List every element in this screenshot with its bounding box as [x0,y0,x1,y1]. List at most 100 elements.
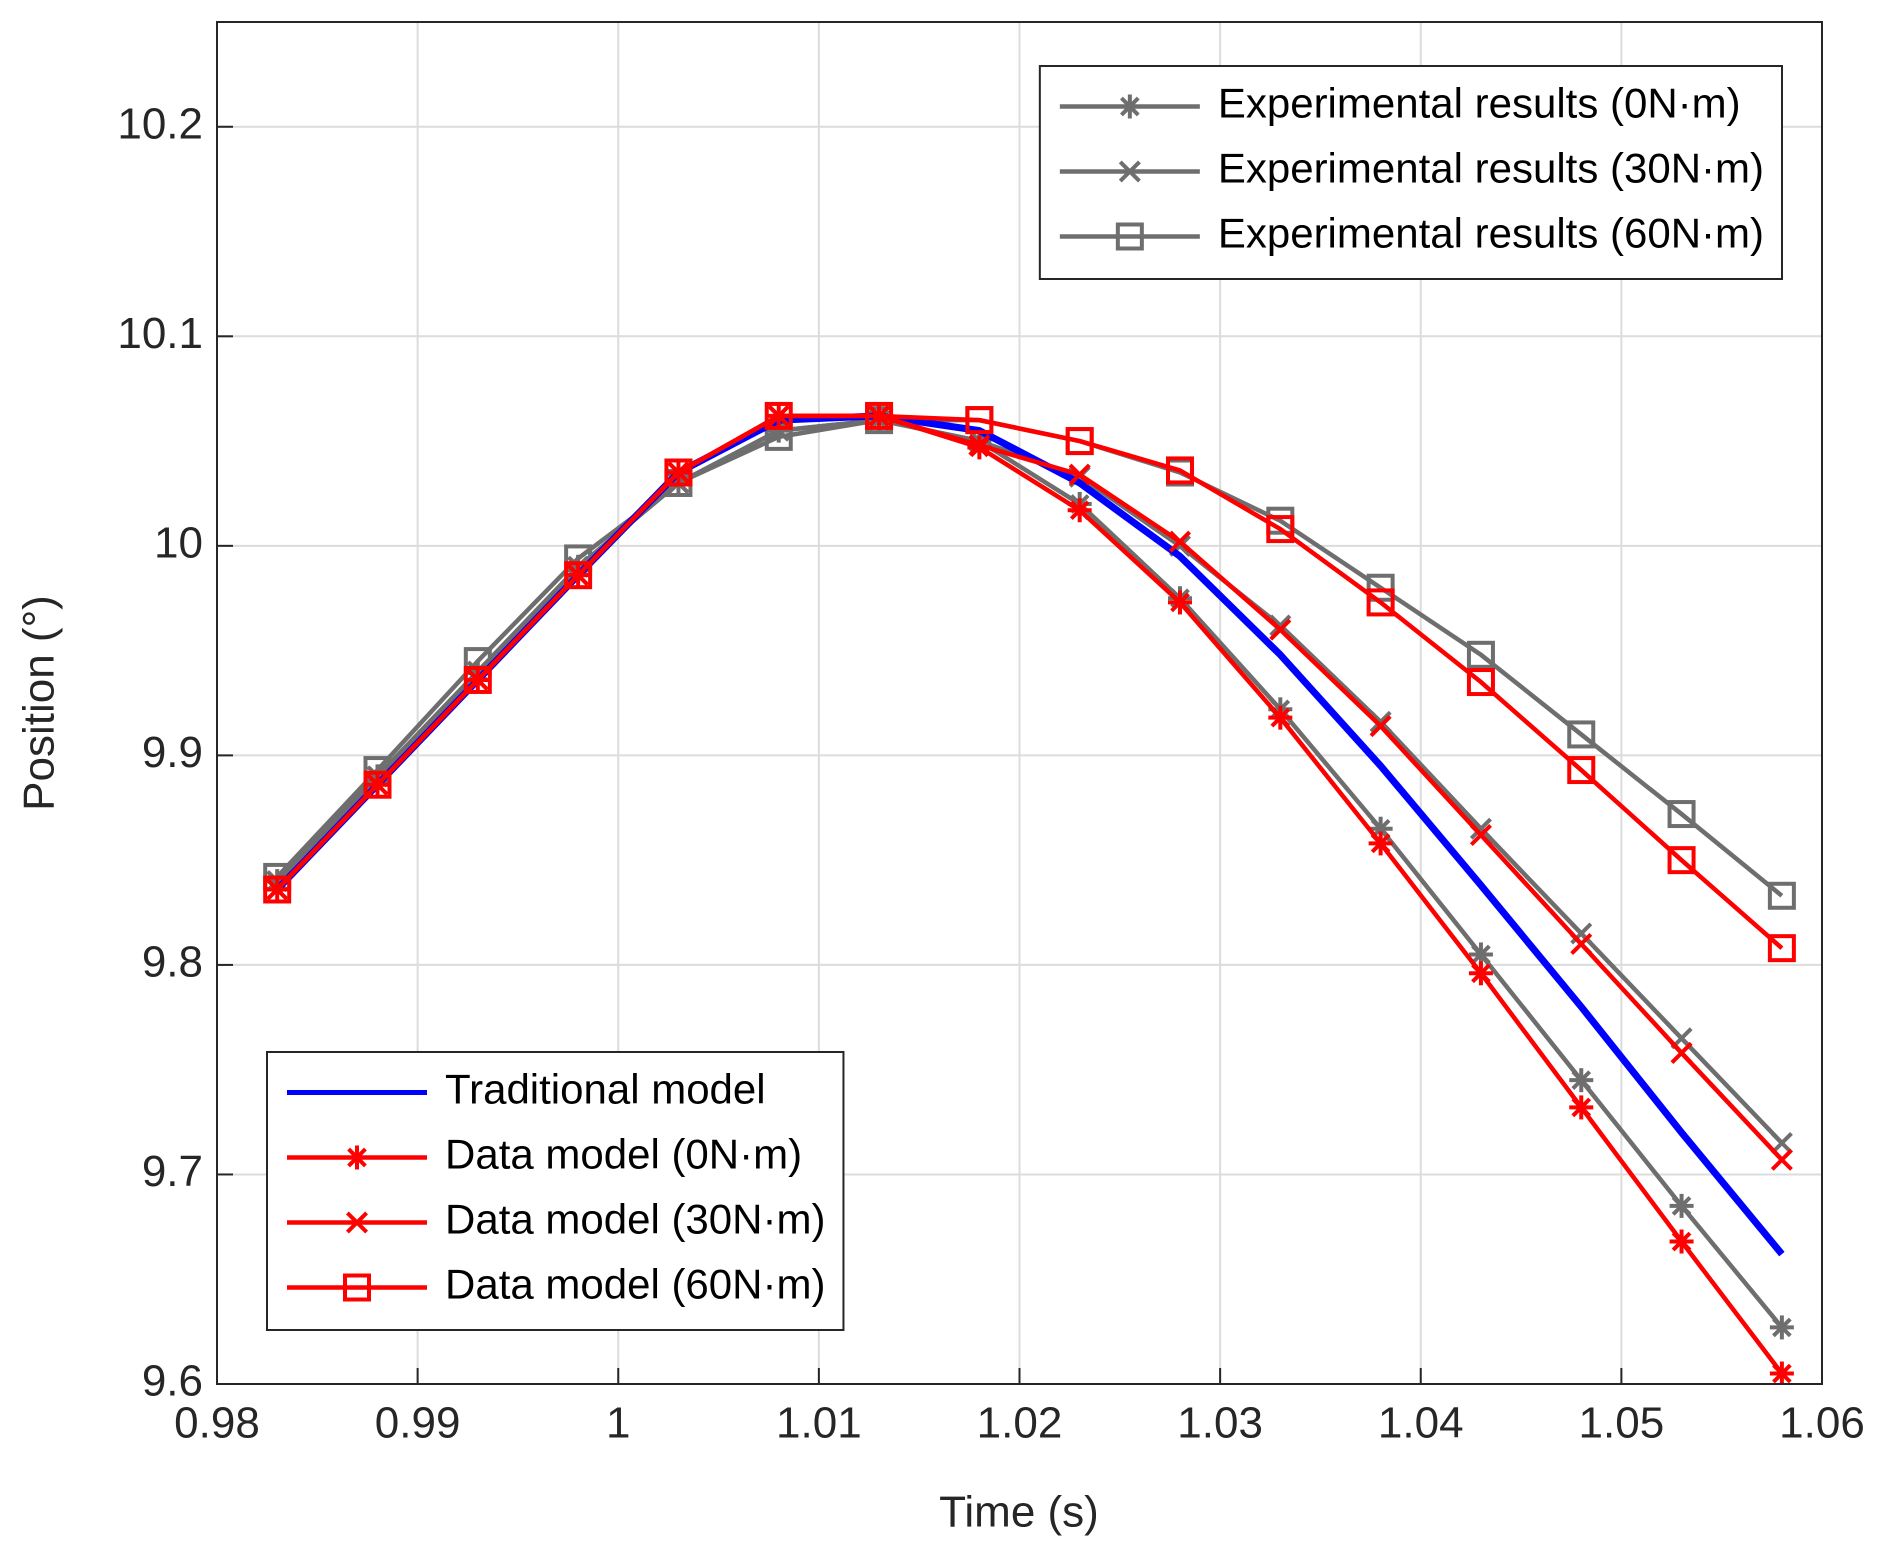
legend-label: Data model (60N·m) [445,1261,825,1308]
marker-square [965,406,994,435]
marker-square [1567,720,1596,749]
marker [1269,614,1292,637]
marker [1067,498,1092,523]
marker [1068,463,1091,486]
marker [1468,961,1493,986]
legend-item: Data model (60N·m) [287,1261,825,1308]
legend-item: Traditional model [287,1066,766,1113]
legend-label: Data model (30N·m) [445,1196,825,1243]
marker [1466,668,1495,697]
marker [1369,710,1392,733]
y-tick-label: 9.9 [142,728,203,777]
marker-stroke [1770,1132,1793,1155]
y-tick-label: 9.8 [142,938,203,987]
marker [1266,515,1295,544]
marker-square [1667,846,1696,875]
marker [1269,618,1292,641]
marker [1769,1315,1794,1340]
marker-square [1667,800,1696,829]
marker-stroke [1570,932,1593,955]
marker-square [1366,588,1395,617]
y-tick-label: 10 [154,518,203,567]
marker-stroke [1069,500,1090,521]
legend-label: Traditional model [445,1066,766,1113]
marker-stroke [1772,1363,1792,1384]
marker-stroke [1469,817,1492,840]
marker [1268,705,1293,730]
x-tick-label: 1.06 [1779,1399,1865,1448]
marker [1569,1095,1594,1120]
y-tick-label: 9.6 [142,1357,203,1406]
plot-frame [216,21,1823,1385]
marker-square [764,401,793,430]
marker-square [1065,427,1094,456]
marker-square [564,561,593,590]
marker-square [1115,222,1144,251]
plot-area [263,401,1796,1384]
marker-stroke [1469,823,1492,847]
marker [1168,590,1192,615]
marker [1567,720,1596,749]
marker-stroke [1671,1196,1692,1216]
x-axis-label: Time (s) [939,1488,1099,1537]
x-tick-label: 0.98 [174,1399,260,1448]
marker-stroke [1471,963,1491,984]
legend-item: Data model (30N·m) [287,1196,825,1243]
marker-square [463,665,492,694]
marker [1667,846,1696,875]
series-line [275,417,1784,1145]
marker [345,1145,369,1170]
legend-item: Experimental results (60N·m) [1059,210,1764,257]
marker [1667,800,1696,829]
marker [1570,932,1593,955]
marker [1767,934,1796,963]
marker [1567,756,1596,785]
x-tick-label: 1.03 [1177,1399,1263,1448]
marker-stroke [968,434,991,457]
marker-stroke [1369,710,1392,733]
marker [1469,823,1492,847]
marker [1769,1361,1794,1384]
x-tick-label: 1.04 [1378,1399,1464,1448]
marker [1670,1041,1693,1064]
marker-square [1567,756,1596,785]
series-line [275,413,1784,950]
y-tick-label: 10.1 [117,309,203,358]
marker-stroke [345,1211,369,1234]
marker-square [263,875,292,904]
marker-stroke [1269,618,1292,641]
marker [363,770,392,799]
marker [1767,881,1796,910]
marker-stroke [1571,1070,1592,1090]
legend-box [266,1051,845,1331]
marker-stroke [1370,833,1391,854]
marker [1368,831,1393,856]
marker [1770,1148,1793,1171]
marker [463,665,492,694]
marker-square [1767,881,1796,910]
marker [764,401,793,430]
legend-item: Data model (0N·m) [287,1131,802,1178]
marker-stroke [1269,614,1292,637]
marker [564,561,593,590]
marker [1368,816,1393,841]
marker-stroke [1671,1231,1692,1252]
marker [1466,640,1495,669]
legend-label: Experimental results (0N·m) [1218,80,1741,127]
legend-label: Experimental results (30N·m) [1218,145,1764,192]
marker [865,401,894,430]
marker-square [1466,640,1495,669]
marker-square [865,401,894,430]
marker-stroke [1772,1317,1792,1338]
y-axis-label: Position (°) [15,595,64,811]
marker [1065,427,1094,456]
marker [1669,1193,1694,1218]
x-tick-label: 1.01 [776,1399,862,1448]
y-tick-label: 9.7 [142,1147,203,1196]
legend-label: Data model (0N·m) [445,1131,802,1178]
x-tick-label: 0.99 [375,1399,461,1448]
marker-stroke [1770,1148,1793,1171]
marker [345,1211,369,1234]
